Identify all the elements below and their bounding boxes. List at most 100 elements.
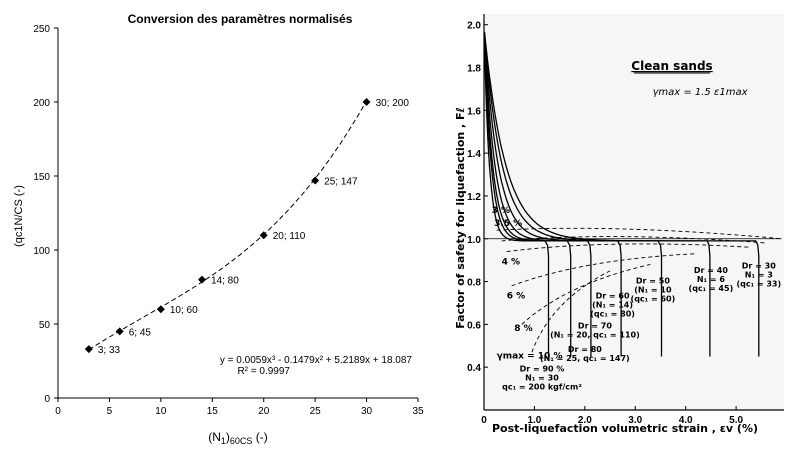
data-point-marker bbox=[311, 176, 320, 185]
trendline-equation: y = 0.0059x³ - 0.1479x² + 5.2189x + 18.0… bbox=[220, 355, 413, 366]
x-tick-label: 15 bbox=[207, 406, 219, 417]
x-tick-label: 5 bbox=[107, 406, 113, 417]
data-point-marker bbox=[115, 327, 124, 336]
x-tick-label: 30 bbox=[361, 406, 373, 417]
gamma-label: 3 % bbox=[492, 206, 510, 216]
data-label: 3; 33 bbox=[98, 345, 121, 356]
dr-annotation-line: Dr = 80 bbox=[568, 345, 602, 354]
gamma-dashed-line bbox=[501, 236, 767, 244]
dr-annotation-line: qc₁ = 200 kgf/cm² bbox=[502, 382, 582, 391]
dr-annotation-line: (qc₁ = 45) bbox=[689, 284, 734, 293]
y-tick-label: 250 bbox=[33, 24, 50, 35]
right-y-tick-label: 1.0 bbox=[467, 235, 481, 246]
left-tick-labels: 0 5 10 15 20 25 30 35 0 50 100 150 200 250 bbox=[33, 24, 424, 417]
right-x-tick-label: 0 bbox=[481, 415, 487, 426]
x-tick-label: 10 bbox=[155, 406, 167, 417]
gamma-label: 3.5 % bbox=[494, 219, 522, 229]
left-chart: Conversion des paramètres normalisés 0 5 1… bbox=[13, 12, 424, 446]
dr-annotation-line: Dr = 90 % bbox=[520, 364, 565, 373]
dr-annotation-line: (N₁ = 14) bbox=[592, 301, 633, 310]
x-label-mid: ) bbox=[226, 430, 230, 444]
right-y-tick-label: 1.4 bbox=[467, 149, 481, 160]
y-axis-label: (qc1N/CS (-) bbox=[13, 185, 25, 247]
x-tick-label: 20 bbox=[258, 406, 270, 417]
y-tick-label: 200 bbox=[33, 98, 50, 109]
gamma-label: 8 % bbox=[514, 324, 532, 334]
data-point-marker bbox=[362, 98, 371, 106]
gamma-dashed-line bbox=[511, 253, 696, 287]
dr-annotation-line: (qc₁ = 80) bbox=[590, 310, 635, 319]
gamma-label: 4 % bbox=[502, 257, 520, 267]
x-tick-label: 25 bbox=[310, 406, 322, 417]
right-x-tick-label: 5.0 bbox=[729, 415, 743, 426]
right-plot-background bbox=[484, 14, 784, 410]
dr-annotation-line: Dr = 60 bbox=[596, 292, 630, 301]
gamma-labels: 3 % 3.5 % 4 % 6 % 8 % γmax = 10 % bbox=[492, 206, 563, 362]
data-point-marker bbox=[198, 275, 206, 284]
gamma-dashed-line bbox=[521, 264, 651, 325]
right-x-tick-label: 1.0 bbox=[527, 415, 541, 426]
x-label-sub1: 1 bbox=[221, 436, 226, 446]
dr-annotation-line: (qc₁ = 33) bbox=[736, 280, 781, 289]
gamma-dashed-line bbox=[496, 227, 782, 240]
dr-annotation-line: (N₁ = 25, qc₁ = 147) bbox=[540, 354, 630, 363]
right-y-tick-label: 0.4 bbox=[467, 363, 481, 374]
right-y-tick-label: 0.6 bbox=[467, 320, 481, 331]
gamma-dashed-line bbox=[506, 243, 752, 253]
data-point-marker bbox=[84, 345, 93, 354]
data-label: 20; 110 bbox=[273, 231, 306, 242]
x-axis-label: (N1)60CS (-) bbox=[208, 430, 268, 446]
data-label: 6; 45 bbox=[129, 327, 152, 338]
trendline bbox=[88, 100, 368, 351]
clean-sands-title: Clean sands bbox=[631, 59, 712, 73]
dr-curves bbox=[483, 31, 760, 357]
y-tick-label: 150 bbox=[33, 172, 50, 183]
right-x-tick-label: 3.0 bbox=[628, 415, 642, 426]
right-x-tick-label: 4.0 bbox=[679, 415, 693, 426]
dr-annotation-line: Dr = 30 bbox=[742, 262, 776, 271]
right-y-tick-label: 1.8 bbox=[467, 64, 481, 75]
right-y-tick-label: 1.2 bbox=[467, 192, 481, 203]
right-y-tick-label: 1.6 bbox=[467, 106, 481, 117]
trendline-r2: R² = 0.9997 bbox=[237, 366, 290, 377]
x-label-sub2: 60CS bbox=[230, 436, 253, 446]
gamma-label: 6 % bbox=[507, 292, 525, 302]
data-label: 14; 80 bbox=[211, 276, 239, 287]
right-x-axis-label: Post-liquefaction volumetric strain , εv… bbox=[492, 422, 758, 435]
dr-annotation-line: Dr = 40 bbox=[694, 266, 728, 275]
left-axes bbox=[54, 27, 419, 402]
x-label-base: (N bbox=[208, 430, 221, 444]
x-label-tail: (-) bbox=[252, 430, 267, 444]
right-y-axis-label: Factor of safety for liquefaction , Fℓ bbox=[454, 107, 467, 329]
dr-curve bbox=[483, 31, 760, 357]
data-point-marker bbox=[156, 305, 165, 314]
dr-annotation-line: (qc₁ = 60) bbox=[631, 295, 676, 304]
right-x-tick-label: 2.0 bbox=[578, 415, 592, 426]
y-tick-label: 50 bbox=[39, 320, 51, 331]
dr-annotation-line: N₁ = 6 bbox=[697, 275, 725, 284]
gamma-dashed-line bbox=[531, 270, 611, 353]
chart-title: Conversion des paramètres normalisés bbox=[128, 12, 353, 26]
dr-annotation-line: (N₁ = 20, qc₁ = 110) bbox=[550, 331, 640, 340]
data-label: 25; 147 bbox=[324, 176, 358, 187]
y-tick-label: 0 bbox=[44, 394, 50, 405]
right-y-tick-label: 2.0 bbox=[467, 21, 481, 32]
right-tick-labels: 0 1.0 2.0 3.0 4.0 5.0 0.4 0.6 0.8 1.0 1.2 1.4 1.6 1.8… bbox=[467, 21, 743, 426]
gamma-max-formula: γmax = 1.5 ε1max bbox=[652, 87, 747, 98]
x-tick-label: 35 bbox=[412, 406, 424, 417]
right-y-tick-label: 0.8 bbox=[467, 278, 481, 289]
gamma-dashed-lines bbox=[496, 227, 782, 353]
data-label: 10; 60 bbox=[170, 305, 198, 316]
dr-annotation-line: Dr = 70 bbox=[578, 322, 612, 331]
dr-annotation-line: (N₁ = 10 bbox=[634, 286, 672, 295]
dr-annotation-line: N₁ = 30 bbox=[525, 373, 559, 382]
data-point-marker bbox=[259, 231, 268, 240]
y-tick-label: 100 bbox=[33, 246, 50, 257]
data-labels: 3; 33 6; 45 10; 60 14; 80 20; 110 25; 147 30; … bbox=[98, 98, 410, 356]
dr-annotation-line: N₁ = 3 bbox=[745, 271, 773, 280]
x-tick-label: 0 bbox=[55, 406, 61, 417]
right-chart: 0 1.0 2.0 3.0 4.0 5.0 0.4 0.6 0.8 1.0 1.2 1.4 1.6 1.8… bbox=[454, 14, 784, 435]
data-points bbox=[84, 98, 371, 354]
